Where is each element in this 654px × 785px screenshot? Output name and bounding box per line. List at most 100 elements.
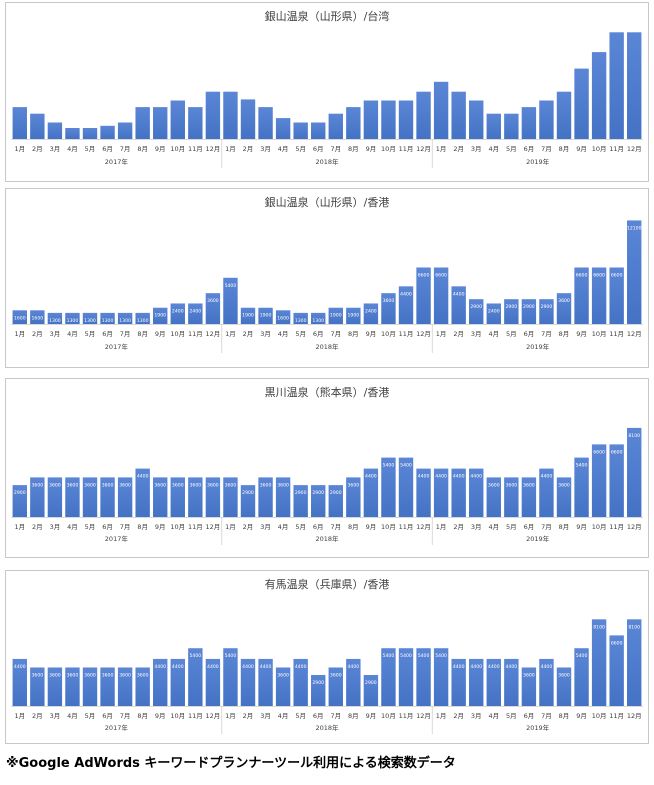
x-tick-label: 12月 [416,330,431,338]
bar-value-label: 3600 [172,482,184,488]
bar-value-label: 2900 [470,304,482,310]
x-tick-label: 6月 [102,330,113,338]
bar [504,658,519,706]
year-label: 2017年 [105,534,129,543]
bar [346,658,361,706]
bar [100,477,115,517]
x-tick-label: 10月 [592,145,607,153]
x-tick-label: 3月 [260,712,271,720]
chart-panel-2: 銀山温泉（山形県）/香港 1600 1月 1600 2月 1300 3月 1300 4月 1300… [5,188,649,368]
x-tick-label: 8月 [559,712,570,720]
bar-value-label: 4400 [470,474,482,480]
bar [521,107,537,139]
bar [311,312,326,324]
bar [556,293,572,324]
x-tick-label: 8月 [559,523,570,531]
bar [117,312,133,324]
x-tick-label: 1月 [14,523,25,531]
bar-value-label: 2900 [365,680,377,686]
bar [469,100,484,139]
bar-value-label: 3600 [558,482,570,488]
x-tick-label: 12月 [205,145,220,153]
bar-value-label: 4400 [242,664,254,670]
x-tick-label: 9月 [366,145,377,153]
bar [82,128,98,139]
x-tick-label: 7月 [120,330,131,338]
bar-value-label: 8100 [628,433,640,439]
bar-value-label: 5400 [400,653,412,659]
bar [223,91,238,139]
bar [346,477,361,517]
bar-value-label: 1300 [119,318,131,324]
bar-value-label: 1300 [67,318,79,324]
bar [521,667,537,706]
bar-value-label: 2900 [295,490,307,496]
bar [627,220,642,324]
x-tick-label: 12月 [627,330,642,338]
bar [398,648,414,706]
bar-value-label: 6600 [418,273,430,279]
x-tick-label: 3月 [50,145,61,153]
x-tick-label: 8月 [348,145,359,153]
bar-value-label: 5400 [418,653,430,659]
x-tick-label: 5月 [295,523,306,531]
bar-value-label: 3600 [558,298,570,304]
x-tick-label: 2月 [453,712,464,720]
bar [100,125,115,139]
x-tick-label: 2月 [453,523,464,531]
year-label: 2018年 [315,534,339,543]
x-tick-label: 5月 [85,523,96,531]
bar-value-label: 3600 [137,672,149,678]
bar-value-label: 12100 [627,225,642,231]
bar [381,457,396,517]
x-tick-label: 8月 [559,330,570,338]
x-tick-label: 9月 [366,712,377,720]
bar [363,674,379,706]
bar-value-label: 3600 [119,482,131,488]
bar [328,307,343,324]
x-tick-label: 4月 [488,712,499,720]
bar-value-label: 5400 [576,653,588,659]
bar [65,128,80,139]
bar-value-label: 5400 [189,653,201,659]
chart-title: 銀山温泉（山形県）/台湾 [265,9,390,23]
x-tick-label: 11月 [188,330,203,338]
bar-value-label: 1300 [312,318,324,324]
x-tick-label: 5月 [506,330,517,338]
x-tick-label: 1月 [436,330,447,338]
bar [311,674,326,706]
bar-value-label: 4400 [505,664,517,670]
bar [82,667,98,706]
x-tick-label: 4月 [278,145,289,153]
bar [433,267,449,324]
bar-value-label: 5400 [435,653,447,659]
bar [12,485,27,517]
bar [539,658,554,706]
bar [433,468,449,517]
x-tick-label: 9月 [576,712,587,720]
bar-value-label: 3600 [189,482,201,488]
bar [363,100,379,139]
x-tick-label: 4月 [488,145,499,153]
bar-value-label: 3600 [207,482,219,488]
x-tick-label: 1月 [14,145,25,153]
x-tick-label: 10月 [170,712,185,720]
x-tick-label: 8月 [348,712,359,720]
x-tick-label: 8月 [348,330,359,338]
x-tick-label: 11月 [188,523,203,531]
bar-value-label: 2900 [505,304,517,310]
x-tick-label: 2月 [453,145,464,153]
x-tick-label: 8月 [137,330,148,338]
bar [627,427,642,517]
bar [117,667,133,706]
x-tick-label: 3月 [260,145,271,153]
x-tick-label: 7月 [330,330,341,338]
bar [47,667,63,706]
bar [521,299,537,324]
bar-value-label: 5400 [225,283,237,289]
x-tick-label: 5月 [85,712,96,720]
x-tick-label: 1月 [225,712,236,720]
bar [153,658,168,706]
bar-value-label: 4400 [14,664,26,670]
bar-value-label: 3600 [488,482,500,488]
